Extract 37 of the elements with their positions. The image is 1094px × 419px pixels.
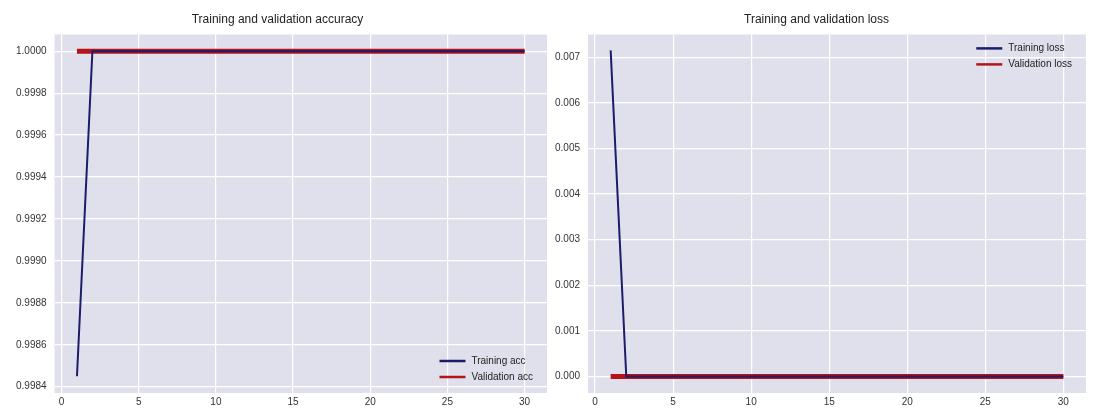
y-tick-label: 0.001 xyxy=(554,324,581,336)
y-tick-label: 0.005 xyxy=(554,142,581,154)
y-tick-label: 0.9992 xyxy=(15,212,48,224)
x-tick-label: 10 xyxy=(745,395,758,407)
x-tick-label: 15 xyxy=(287,395,300,407)
legend-label: Training acc xyxy=(471,354,526,366)
x-tick-label: 5 xyxy=(135,395,142,407)
x-tick-label: 20 xyxy=(364,395,377,407)
y-tick-label: 0.002 xyxy=(554,279,581,291)
y-tick-label: 0.9998 xyxy=(15,86,48,98)
x-tick-label: 0 xyxy=(58,395,65,407)
x-tick-label: 30 xyxy=(1057,395,1070,407)
x-tick-label: 25 xyxy=(979,395,992,407)
x-tick-label: 20 xyxy=(901,395,914,407)
y-tick-label: 0.9994 xyxy=(15,170,48,182)
legend-label: Validation acc xyxy=(471,370,534,382)
x-tick-label: 25 xyxy=(441,395,454,407)
y-tick-label: 0.004 xyxy=(554,187,581,199)
x-tick-label: 5 xyxy=(670,395,677,407)
y-tick-label: 0.006 xyxy=(554,96,581,108)
chart-title: Training and validation loss xyxy=(744,11,889,26)
y-tick-label: 0.9990 xyxy=(15,254,48,266)
y-tick-label: 0.003 xyxy=(554,233,581,245)
legend-label: Validation loss xyxy=(1008,58,1073,70)
x-tick-label: 10 xyxy=(210,395,222,407)
chart-title: Training and validation accuracy xyxy=(191,11,364,26)
y-tick-label: 0.9984 xyxy=(15,380,48,392)
y-tick-label: 0.9986 xyxy=(15,338,48,350)
y-tick-label: 0.9996 xyxy=(15,128,48,140)
y-tick-label: 0.9988 xyxy=(15,296,48,308)
x-tick-label: 0 xyxy=(592,395,599,407)
y-tick-label: 1.0000 xyxy=(15,44,48,56)
y-tick-label: 0.000 xyxy=(554,370,581,382)
legend-label: Training loss xyxy=(1008,42,1065,54)
x-tick-label: 15 xyxy=(823,395,836,407)
y-tick-label: 0.007 xyxy=(554,50,581,62)
x-tick-label: 30 xyxy=(519,395,531,407)
